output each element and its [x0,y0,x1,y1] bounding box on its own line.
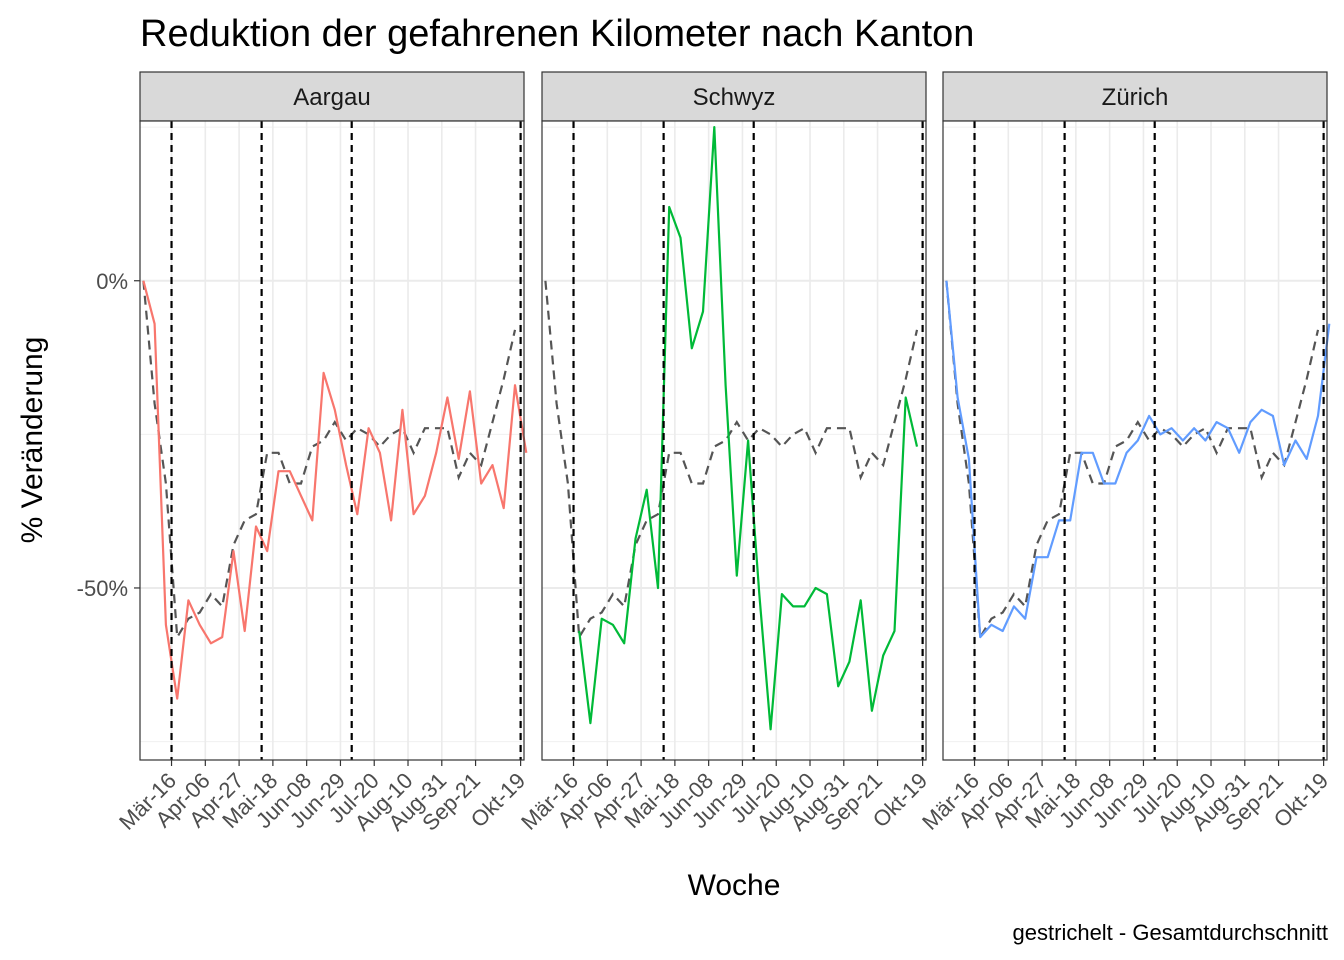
facet-strip [541,71,927,122]
facet-strip-label: Aargau [293,84,370,111]
average-line [544,280,919,641]
average-line [142,280,517,641]
chart-title: Reduktion der gefahrenen Kilometer nach … [140,13,974,55]
plot-background [542,121,926,760]
facet-panel-schwyz: SchwyzMär-16Apr-06Apr-27Mai-18Jun-08Jun-… [516,71,932,836]
plot-border [942,120,1328,761]
series-line-aargau [142,280,528,700]
y-axis: 0% -50% [77,269,140,601]
facet-panels: AargauMär-16Apr-06Apr-27Mai-18Jun-08Jun-… [114,71,1333,836]
facet-strip [139,71,525,122]
series-line-schwyz [578,126,919,731]
facet-panel-aargau: AargauMär-16Apr-06Apr-27Mai-18Jun-08Jun-… [114,71,530,836]
plot-border [541,120,927,761]
plot-background [943,121,1327,760]
facet-strip [942,71,1328,122]
facet-panel-zürich: ZürichMär-16Apr-06Apr-27Mai-18Jun-08Jun-… [917,71,1333,836]
y-tick-label: 0% [96,269,128,294]
y-tick-label: -50% [77,576,128,601]
x-axis-title: Woche [688,869,781,902]
plot-border [139,120,525,761]
facet-strip-label: Zürich [1102,84,1169,111]
average-line [945,280,1320,641]
series-line-zürich [945,280,1331,639]
plot-background [140,121,524,760]
y-axis-title: % Veränderung [16,337,49,544]
chart-caption: gestrichelt - Gesamtdurchschnitt [1013,920,1328,945]
facet-strip-label: Schwyz [693,84,776,111]
